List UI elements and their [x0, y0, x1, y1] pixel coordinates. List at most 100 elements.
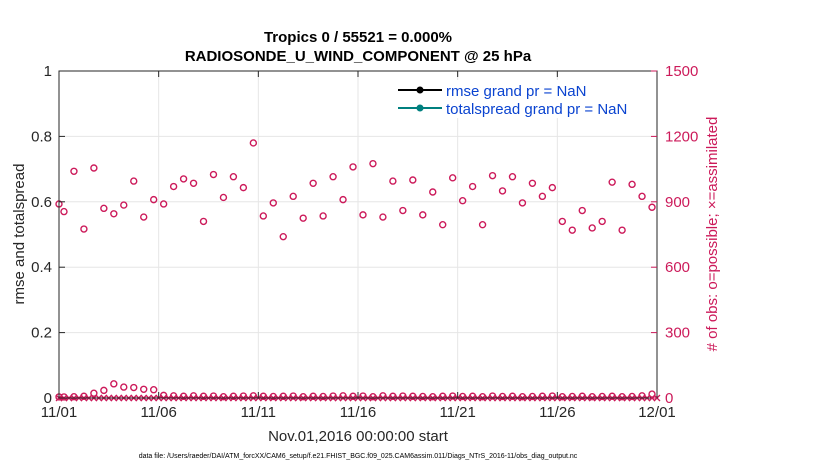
possible-obs-point [399, 206, 407, 215]
possible-obs-point [508, 173, 517, 181]
possible-obs-point [419, 211, 427, 219]
possible-obs-point [309, 179, 317, 187]
possible-obs-point [299, 214, 307, 222]
low-obs-point [130, 383, 138, 392]
possible-obs-point [289, 192, 297, 201]
possible-obs-point [209, 170, 218, 179]
low-obs-point [120, 383, 128, 391]
possible-obs-point [468, 182, 477, 191]
possible-obs-point [189, 179, 198, 187]
possible-obs-point [90, 164, 98, 172]
possible-obs-point [239, 183, 248, 192]
possible-obs-point [130, 177, 138, 185]
y-axis-left-ticks: 0 0.2 0.4 0.6 0.8 1 [31, 63, 65, 407]
low-obs-point [648, 390, 656, 398]
y-right-tick-label: 1500 [665, 63, 698, 80]
low-obs-point [90, 389, 98, 397]
possible-obs-point [379, 213, 387, 221]
possible-obs-point [578, 206, 586, 215]
y-axis-left-label: rmse and totalspread [11, 164, 28, 305]
y-left-tick-label: 0.4 [31, 259, 52, 276]
possible-obs-point [409, 176, 417, 184]
y-left-tick-label: 0.6 [31, 194, 52, 211]
chart-title-line1: Tropics 0 / 55521 = 0.000% [264, 29, 452, 46]
y-left-tick-label: 1 [44, 63, 52, 80]
possible-obs-point [60, 207, 68, 216]
x-tick-label: 11/11 [241, 404, 276, 421]
possible-obs-point [80, 225, 88, 233]
possible-obs-point [548, 183, 557, 192]
possible-obs-point [159, 200, 168, 208]
legend-totalspread-marker [416, 104, 424, 112]
possible-obs-point [339, 195, 347, 204]
x-tick-label: 11/26 [539, 404, 575, 421]
possible-obs-point [319, 212, 327, 220]
possible-obs-point [70, 167, 78, 175]
possible-obs-point [249, 139, 258, 147]
x-tick-label: 11/21 [439, 404, 475, 421]
y-left-tick-label: 0.8 [31, 128, 52, 145]
possible-obs-point [518, 199, 527, 207]
legend: rmse grand pr = NaN totalspread grand pr… [391, 80, 652, 118]
possible-obs-point [179, 175, 188, 183]
possible-obs-point [359, 211, 367, 219]
footer-data-file: data file: /Users/raeder/DAI/ATM_forcXX/… [139, 453, 578, 460]
possible-obs-point [568, 226, 576, 234]
possible-obs-point [259, 212, 268, 220]
low-obs-point [140, 385, 148, 393]
possible-obs-point [219, 193, 228, 202]
possible-obs-point [588, 224, 596, 232]
y-right-tick-label: 300 [665, 325, 690, 342]
x-tick-label: 11/01 [41, 404, 77, 421]
y-left-tick-label: 0 [44, 390, 52, 407]
possible-obs-point [110, 210, 118, 218]
x-axis-label: Nov.01,2016 00:00:00 start [268, 428, 449, 445]
possible-obs-point [429, 188, 437, 196]
legend-rmse-label: rmse grand pr = NaN [446, 83, 586, 100]
possible-obs-point [608, 178, 616, 186]
possible-obs-point [389, 177, 397, 185]
possible-obs-point [269, 199, 277, 207]
low-obs-point [149, 386, 158, 394]
y-right-tick-label: 600 [665, 259, 690, 276]
low-obs-point [110, 380, 118, 388]
y-axis-right-ticks: 0 300 600 900 1200 1500 [651, 63, 698, 407]
possible-obs-point [528, 179, 537, 187]
y-right-tick-label: 900 [665, 194, 690, 211]
low-obs-point [100, 386, 108, 395]
possible-obs-point [369, 159, 377, 168]
x-tick-label: 11/16 [340, 404, 376, 421]
possible-obs-point [279, 232, 287, 241]
possible-obs-point [439, 220, 447, 229]
chart-title-line2: RADIOSONDE_U_WIND_COMPONENT @ 25 hPa [185, 48, 532, 65]
possible-obs-point [169, 182, 178, 191]
possible-obs-point [488, 171, 497, 180]
possible-obs-point [199, 217, 208, 226]
possible-obs-point [100, 204, 108, 213]
possible-obs-point [558, 217, 567, 226]
possible-obs-point [229, 173, 238, 181]
legend-box [391, 80, 652, 118]
possible-obs-point [628, 180, 636, 189]
possible-obs-point [638, 192, 646, 201]
y-axis-right-label: # of obs: o=possible; ×=assimilated [704, 117, 721, 352]
x-axis-ticks: 11/01 11/06 11/11 11/16 11/21 11/26 12/01 [41, 71, 676, 421]
possible-obs-point [448, 174, 457, 182]
x-tick-label: 11/06 [140, 404, 176, 421]
possible-obs-point [538, 192, 547, 201]
legend-rmse-marker [416, 86, 424, 94]
possible-obs-point [149, 195, 158, 204]
possible-obs-point [329, 173, 337, 181]
possible-obs-point [648, 203, 656, 211]
possible-obs-point [458, 197, 467, 205]
possible-obs-point [598, 217, 606, 226]
possible-obs-point [498, 187, 507, 195]
possible-obs-point [140, 213, 148, 221]
possible-obs-point [349, 163, 357, 171]
possible-obs-series [55, 139, 656, 241]
x-tick-label: 12/01 [638, 404, 676, 421]
y-right-tick-label: 0 [665, 390, 673, 407]
legend-totalspread-label: totalspread grand pr = NaN [446, 101, 627, 118]
y-right-tick-label: 1200 [665, 128, 698, 145]
